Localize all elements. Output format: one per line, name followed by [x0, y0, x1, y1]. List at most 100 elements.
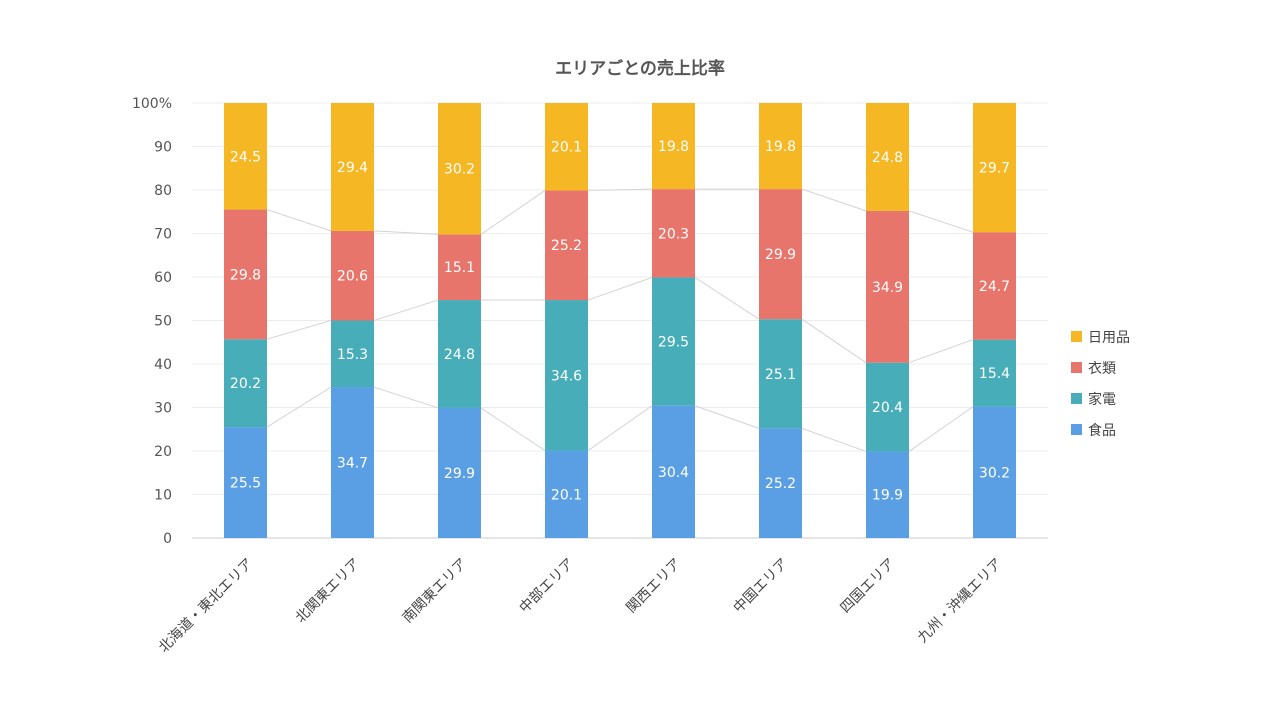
bar-segment: [331, 387, 374, 538]
legend-label: 家電: [1088, 391, 1116, 408]
bar-segment: [759, 428, 802, 538]
series-connector-line: [908, 210, 974, 233]
bar-segment: [866, 210, 909, 363]
series-connector-line: [373, 386, 439, 409]
y-tick-label: 100%: [132, 96, 172, 112]
series-connector-line: [587, 405, 653, 451]
y-tick-label: 80: [154, 183, 172, 199]
data-label: 19.8: [765, 139, 796, 155]
bar-segment: [331, 230, 374, 321]
bar-segment: [759, 189, 802, 320]
bar-segment: [973, 406, 1016, 538]
bar-segment: [545, 190, 588, 301]
series-connector-line: [480, 407, 546, 451]
x-tick-label: 関西エリア: [624, 556, 685, 617]
bar-segment: [545, 103, 588, 191]
series-connector-line: [801, 188, 867, 212]
data-label: 24.8: [872, 150, 903, 166]
bar-segment: [331, 103, 374, 231]
bar-segment: [224, 427, 267, 538]
data-label: 24.8: [444, 347, 475, 363]
bar-segment: [973, 103, 1016, 233]
bar-segment: [545, 450, 588, 538]
x-tick-label: 北関東エリア: [293, 556, 364, 627]
data-label: 29.5: [658, 335, 689, 351]
x-tick-label: 中部エリア: [517, 556, 578, 617]
legend-label: 食品: [1088, 422, 1116, 439]
data-label: 20.1: [551, 140, 582, 156]
data-label: 25.1: [765, 367, 796, 383]
x-tick-label: 南関東エリア: [400, 556, 471, 627]
y-tick-label: 20: [154, 444, 172, 460]
data-label: 30.2: [979, 465, 1010, 481]
series-connector-lines: [266, 188, 974, 452]
data-label: 25.2: [765, 476, 796, 492]
bar-segment: [652, 405, 695, 538]
legend-swatch: [1071, 393, 1082, 404]
legend-swatch: [1071, 331, 1082, 342]
x-tick-label: 四国エリア: [838, 556, 899, 617]
y-tick-label: 0: [163, 531, 172, 547]
y-tick-label: 40: [154, 357, 172, 373]
series-connector-line: [587, 276, 653, 301]
data-label: 20.3: [658, 226, 689, 242]
data-label: 29.8: [230, 267, 261, 283]
data-label: 29.4: [337, 160, 368, 176]
data-label: 30.2: [444, 162, 475, 178]
x-tick-label: 北海道・東北エリア: [156, 556, 256, 656]
bar-segment: [866, 451, 909, 538]
bar-segment: [224, 209, 267, 340]
data-label: 29.7: [979, 161, 1010, 177]
x-tick-label: 九州・沖縄エリア: [915, 556, 1006, 647]
gridlines: [192, 102, 1048, 539]
series-connector-line: [694, 405, 760, 429]
bar-segment: [545, 300, 588, 451]
legend-label: 日用品: [1088, 330, 1130, 346]
data-label: 15.1: [444, 260, 475, 276]
bar-segment: [438, 407, 481, 538]
data-label: 29.9: [765, 247, 796, 263]
series-connector-line: [373, 230, 439, 235]
legend-swatch: [1071, 362, 1082, 373]
data-label: 30.4: [658, 465, 689, 481]
chart-title: エリアごとの売上比率: [555, 58, 725, 79]
y-tick-label: 30: [154, 401, 172, 417]
series-connector-line: [266, 320, 332, 340]
y-tick-label: 70: [154, 227, 172, 243]
series-connector-line: [908, 339, 974, 364]
bar-segment: [331, 320, 374, 388]
bar-segment: [973, 232, 1016, 340]
y-tick-label: 60: [154, 270, 172, 286]
series-connector-line: [480, 190, 546, 235]
bars: [224, 103, 1016, 538]
bar-segment: [438, 234, 481, 301]
data-label: 29.9: [444, 466, 475, 482]
data-label: 19.8: [658, 139, 689, 155]
data-label: 24.5: [230, 149, 261, 165]
data-label: 25.5: [230, 476, 261, 492]
data-label: 25.2: [551, 238, 582, 254]
bar-segment: [759, 103, 802, 190]
series-connector-line: [373, 299, 439, 321]
bar-segment: [438, 103, 481, 235]
data-label: 24.7: [979, 279, 1010, 295]
bar-segment: [438, 300, 481, 408]
bar-segment: [759, 319, 802, 429]
y-tick-label: 90: [154, 140, 172, 156]
data-label: 34.6: [551, 368, 582, 384]
bar-segment: [866, 362, 909, 452]
x-axis: 北海道・東北エリア 北関東エリア 南関東エリア 中部エリア 関西エリア 中国エリア 四国エリ…: [156, 556, 1005, 656]
bar-segment: [652, 103, 695, 190]
data-label: 20.1: [551, 487, 582, 503]
data-label: 34.9: [872, 280, 903, 296]
legend-swatch: [1071, 424, 1082, 435]
data-label: 20.6: [337, 269, 368, 285]
bar-segment: [652, 189, 695, 278]
series-connector-line: [801, 318, 867, 364]
y-axis: 0 10 20 30 40 50 60 70 80 90 100%: [132, 96, 172, 547]
bar-segment: [652, 277, 695, 406]
bar-segment: [973, 339, 1016, 407]
legend-label: 衣類: [1088, 361, 1116, 377]
